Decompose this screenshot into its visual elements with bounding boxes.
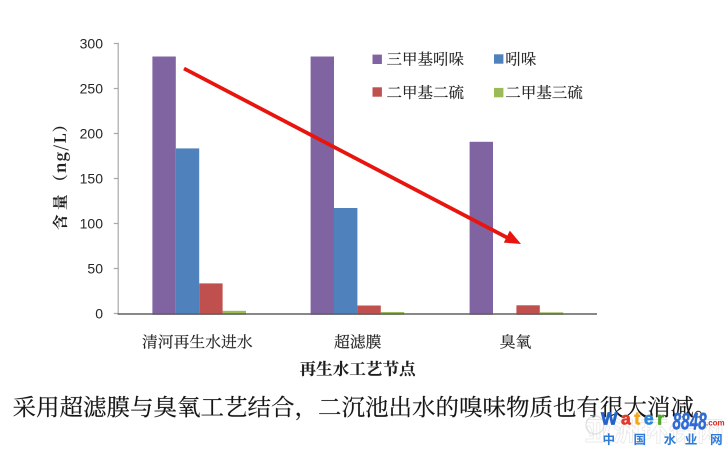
svg-text:150: 150	[80, 171, 104, 187]
svg-text:e: e	[644, 409, 654, 429]
svg-text:50: 50	[87, 261, 103, 277]
svg-text:0: 0	[95, 306, 103, 322]
svg-text:.com: .com	[706, 419, 725, 428]
svg-text:r: r	[657, 409, 664, 429]
svg-text:300: 300	[80, 36, 104, 52]
svg-text:200: 200	[80, 126, 104, 142]
svg-text:W: W	[601, 409, 618, 429]
svg-text:a: a	[621, 409, 631, 429]
svg-text:t: t	[634, 409, 640, 429]
svg-text:100: 100	[80, 216, 104, 232]
svg-text:8848: 8848	[673, 409, 708, 435]
svg-text:250: 250	[80, 81, 104, 97]
